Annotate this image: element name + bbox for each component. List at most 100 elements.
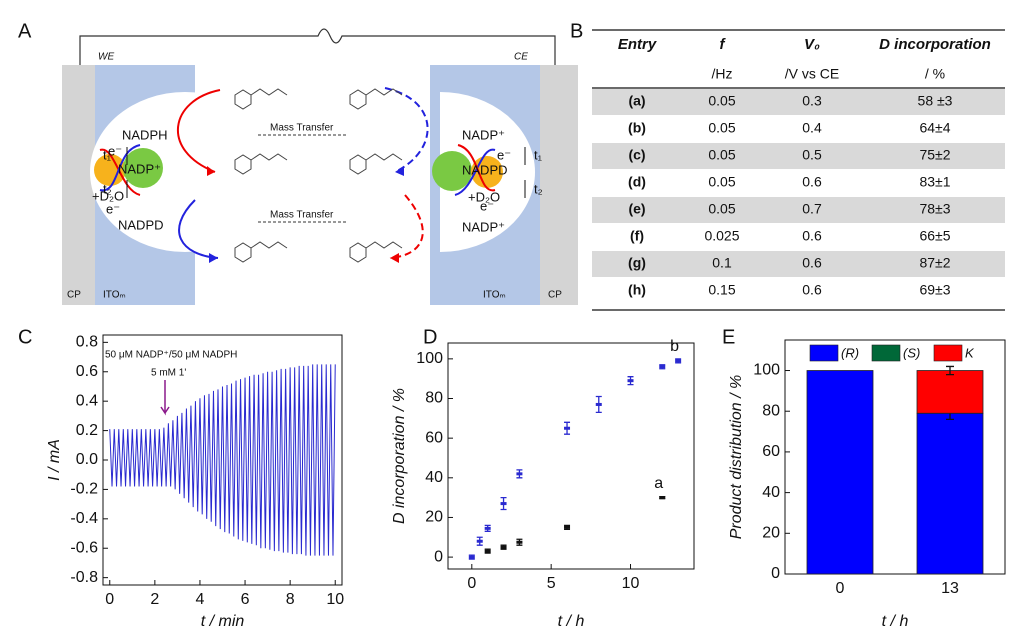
- diagram-label: e⁻: [108, 143, 122, 158]
- molecule: [234, 153, 288, 175]
- legend-label: (R): [841, 345, 859, 360]
- row-band: [592, 251, 1005, 277]
- red-path: [457, 144, 496, 192]
- panel-label: E: [722, 326, 735, 348]
- molecule: [349, 153, 403, 175]
- diagram-label: NADPD: [118, 217, 164, 232]
- diagram-label: NADPH: [122, 127, 168, 142]
- diagram-label: NADP⁺: [462, 219, 505, 234]
- row-band: [592, 89, 1005, 115]
- table-cell: 0.3: [802, 93, 822, 109]
- diagram-label: NADP⁺: [118, 161, 161, 176]
- point: [500, 545, 507, 549]
- series-label: b: [670, 338, 679, 355]
- column-header: D incorporation: [879, 36, 991, 53]
- diagram-label: Mass Transfer: [270, 123, 334, 134]
- table-cell: 0.05: [708, 174, 735, 190]
- y-axis-label: D incorporation / %: [391, 388, 408, 524]
- table-cell: 0.5: [802, 147, 822, 163]
- x-tick-label: 10: [622, 575, 640, 592]
- panel-label: B: [570, 20, 583, 42]
- arrowhead: [209, 253, 218, 263]
- table-cell: 0.7: [802, 201, 822, 217]
- column-header: Entry: [618, 36, 657, 53]
- annotation: 5 mM 1': [151, 368, 186, 379]
- y-tick-label: -0.4: [70, 510, 98, 527]
- table-cell: (e): [628, 201, 645, 217]
- annotation: 50 μM NADP⁺/50 μM NADPH: [105, 350, 237, 361]
- arrow: [176, 89, 221, 173]
- y-tick-label: 40: [425, 469, 443, 486]
- circuit-wire: [79, 28, 556, 65]
- enzyme: [432, 151, 472, 191]
- x-axis-label: t / min: [201, 613, 245, 630]
- table-cell: 0.05: [708, 147, 735, 163]
- y-tick-label: 0: [434, 548, 443, 565]
- column-header: V₀: [804, 36, 820, 53]
- panel-label: A: [18, 20, 32, 42]
- diagram-label: CP: [548, 290, 562, 301]
- cavity: [185, 92, 280, 252]
- y-tick-label: 20: [425, 509, 443, 526]
- table-cell: 69±3: [919, 282, 950, 298]
- y-tick-label: 20: [762, 525, 780, 542]
- point: [595, 402, 602, 406]
- annotation-arrow: [160, 380, 170, 416]
- row-band: [592, 143, 1005, 169]
- point: [468, 555, 475, 559]
- table-cell: 0.025: [704, 228, 739, 244]
- column-unit: /V vs CE: [785, 66, 839, 82]
- legend-swatch: [933, 344, 963, 362]
- y-axis-label: I / mA: [46, 439, 63, 481]
- point: [476, 539, 483, 543]
- panel-label: D: [423, 326, 437, 348]
- diagram-label: t₁: [103, 147, 112, 162]
- row-band: [592, 197, 1005, 223]
- y-tick-label: 40: [762, 484, 780, 501]
- x-tick-label: 6: [241, 591, 250, 608]
- y-tick-label: 100: [416, 350, 443, 367]
- molecule: [349, 241, 403, 263]
- table-cell: 0.6: [802, 282, 822, 298]
- point: [484, 549, 491, 553]
- diagram-label: ITOₘ: [483, 290, 506, 301]
- error-bar: [946, 365, 954, 376]
- blue-path: [99, 144, 141, 192]
- point: [564, 426, 571, 430]
- diagram-label: +D₂O: [468, 189, 500, 204]
- plot-frame: [784, 339, 1006, 575]
- y-tick-label: 0.0: [76, 451, 98, 468]
- y-tick-label: 0.2: [76, 422, 98, 439]
- current-trace: [109, 364, 336, 556]
- y-tick-label: 60: [425, 429, 443, 446]
- y-tick-label: 80: [425, 390, 443, 407]
- y-tick-label: 80: [762, 402, 780, 419]
- table-cell: 83±1: [919, 174, 950, 190]
- point: [516, 472, 523, 476]
- transfer-line: [258, 134, 348, 223]
- point: [500, 502, 507, 506]
- table-cell: 78±3: [919, 201, 950, 217]
- arrow: [178, 199, 219, 259]
- diagram-label: NADP⁺: [462, 127, 505, 142]
- y-axis-label: Product distribution / %: [728, 375, 745, 540]
- counter-plate: [62, 65, 95, 305]
- diagram-label: ITOₘ: [103, 290, 126, 301]
- point: [675, 359, 682, 363]
- diagram-label: t₁: [534, 147, 543, 162]
- table-cell: (g): [628, 255, 646, 271]
- table-cell: 64±4: [919, 120, 950, 136]
- table-cell: 0.6: [802, 228, 822, 244]
- legend-label: (S): [903, 345, 920, 360]
- molecule: [234, 88, 288, 110]
- panel-label: C: [18, 326, 32, 348]
- diagram-label: +D₂O: [92, 188, 124, 203]
- column-unit: / %: [925, 66, 945, 82]
- table-cell: 0.15: [708, 282, 735, 298]
- table-cell: 0.05: [708, 93, 735, 109]
- y-tick-label: 0.8: [76, 334, 98, 351]
- x-tick-label: 13: [941, 580, 959, 597]
- x-tick-label: 2: [150, 591, 159, 608]
- diagram-label: NADPD: [462, 162, 508, 177]
- table-cell: 75±2: [919, 147, 950, 163]
